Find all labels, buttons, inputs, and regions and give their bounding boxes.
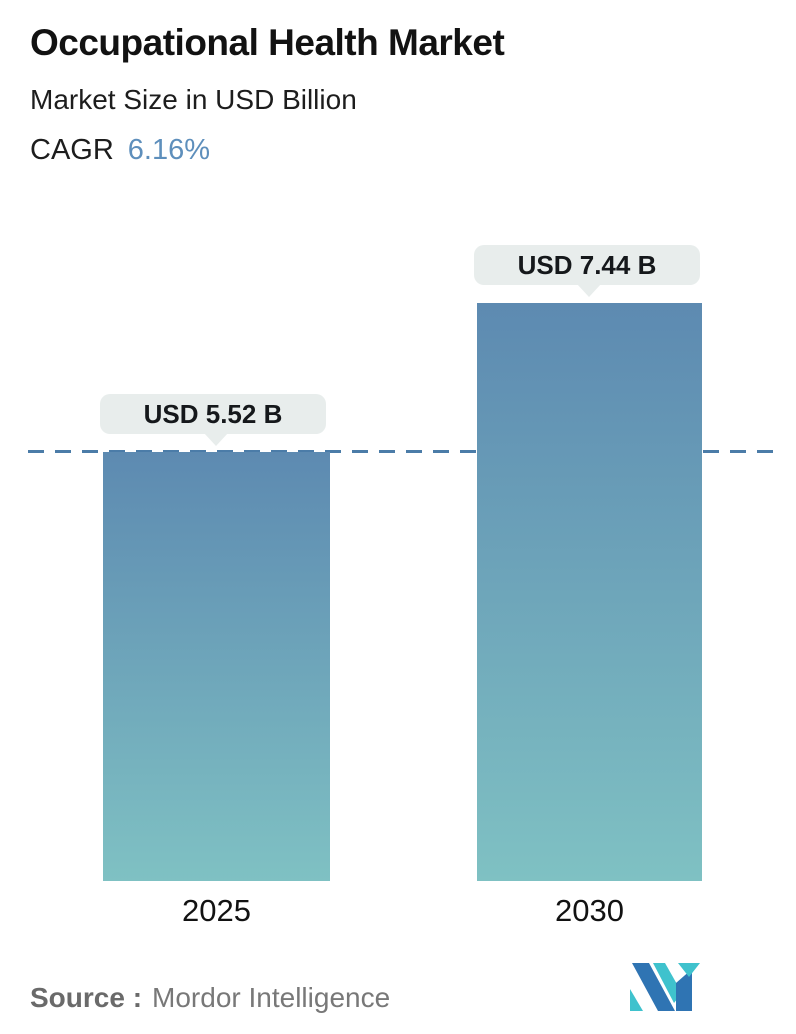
source-value: Mordor Intelligence bbox=[152, 982, 391, 1013]
logo-teal-top-right bbox=[678, 963, 700, 977]
cagr-row: CAGR 6.16% bbox=[30, 134, 210, 167]
chart-subtitle: Market Size in USD Billion bbox=[30, 84, 357, 115]
value-label-pointer-2025 bbox=[204, 433, 228, 446]
logo-teal-bottom-left bbox=[630, 989, 643, 1011]
value-label-pointer-2030 bbox=[577, 284, 601, 297]
value-label-2030: USD 7.44 B bbox=[474, 245, 700, 285]
value-label-2025: USD 5.52 B bbox=[100, 394, 326, 434]
bar-2030 bbox=[477, 303, 702, 881]
bar-2025 bbox=[103, 452, 330, 881]
x-axis-label-2030: 2030 bbox=[555, 893, 624, 928]
source-label: Source : bbox=[30, 982, 143, 1013]
x-axis-label-2025: 2025 bbox=[182, 893, 251, 928]
source-row: Source : Mordor Intelligence bbox=[30, 982, 390, 1014]
logo-blue-right-bar bbox=[676, 969, 692, 1011]
page-title: Occupational Health Market bbox=[30, 22, 505, 63]
logo-blue-diagonal bbox=[632, 963, 675, 1011]
cagr-label: CAGR bbox=[30, 134, 114, 166]
logo-teal-middle bbox=[653, 963, 682, 1003]
cagr-value: 6.16% bbox=[127, 134, 211, 166]
mordor-intelligence-logo-icon bbox=[630, 963, 700, 1011]
baseline-dashed-line bbox=[28, 450, 775, 453]
